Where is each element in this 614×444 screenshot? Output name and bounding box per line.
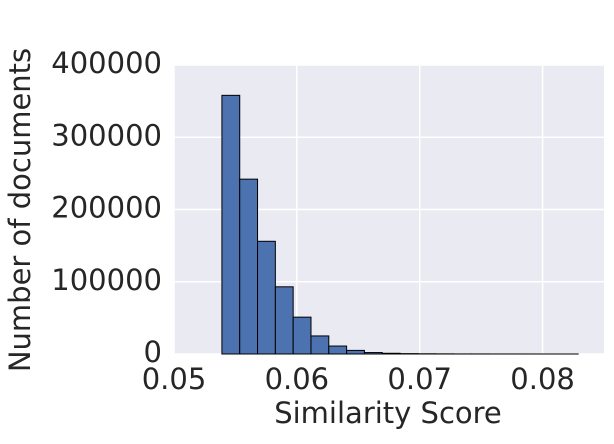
x-axis-label: Similarity Score — [274, 396, 502, 430]
bar — [292, 316, 312, 355]
y-tick-label: 400000 — [51, 46, 162, 80]
y-tick-label: 300000 — [51, 118, 162, 152]
bar — [346, 349, 365, 355]
bar — [328, 345, 348, 355]
bar — [221, 94, 241, 355]
y-tick-label: 100000 — [51, 263, 162, 297]
y-axis-label: Number of documents — [3, 48, 37, 372]
bar — [381, 352, 401, 355]
bar — [257, 240, 276, 355]
bar — [239, 178, 259, 355]
bar — [363, 352, 383, 355]
bar — [310, 335, 330, 355]
x-tick-label: 0.06 — [265, 362, 330, 396]
y-tick-label: 200000 — [51, 191, 162, 225]
x-tick-label: 0.05 — [142, 362, 207, 396]
x-tick-label: 0.07 — [387, 362, 452, 396]
x-tick-label: 0.08 — [510, 362, 575, 396]
y-tick-label: 0 — [144, 335, 162, 369]
bar — [274, 286, 294, 355]
